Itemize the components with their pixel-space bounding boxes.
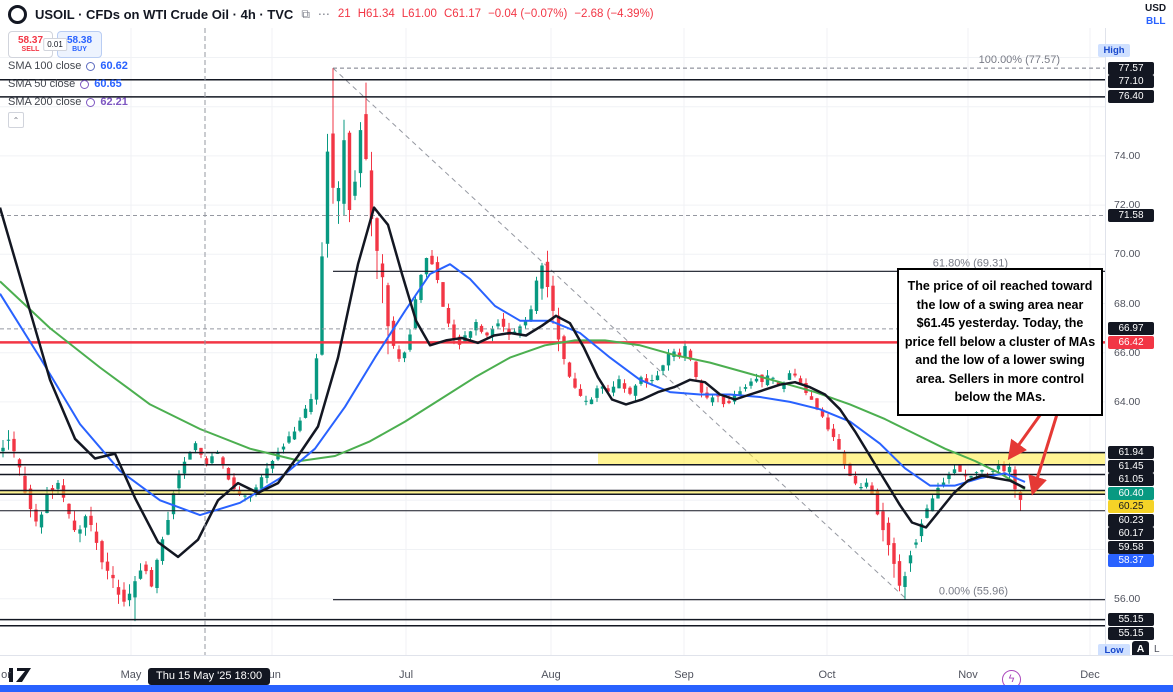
legend-collapse-button[interactable]: ⌃	[8, 112, 24, 128]
high-badge: High	[1098, 44, 1130, 57]
indicator-value: 62.21	[100, 96, 128, 108]
price-badge: 60.17	[1108, 527, 1154, 540]
indicator-row-sma-200-close[interactable]: SMA 200 close 62.21	[8, 93, 128, 111]
ohlc-readout: 21 H61.34 L61.00 C61.17 −0.04 (−0.07%) −…	[338, 8, 654, 20]
price-tick-label: 74.00	[1114, 150, 1141, 162]
price-tick-label: 66.00	[1114, 347, 1141, 359]
trade-panel: 58.37 SELL 0.01 58.38 BUY	[8, 31, 102, 58]
indicator-source-icon	[80, 79, 90, 89]
price-badge: 61.05	[1108, 473, 1154, 486]
price-tick-label: 70.00	[1114, 248, 1141, 260]
indicator-label: SMA 50 close	[8, 78, 76, 90]
ohlc-change: −0.04 (−0.07%)	[488, 8, 568, 20]
compare-icon[interactable]: ⧉	[301, 6, 310, 21]
buy-price: 58.38	[66, 35, 93, 46]
price-badge: 55.15	[1108, 627, 1154, 640]
month-label: May	[120, 669, 142, 681]
price-tick-label: 64.00	[1114, 396, 1141, 408]
more-options-icon[interactable]: ⋯	[317, 7, 330, 21]
price-badge: 60.25	[1108, 500, 1154, 513]
indicator-value: 60.65	[94, 78, 122, 90]
month-label: Nov	[958, 669, 978, 681]
price-unit-barrel: BLL	[1146, 16, 1166, 27]
ohlc-low: L61.00	[401, 8, 437, 20]
low-badge: Low	[1098, 644, 1130, 657]
buy-label: BUY	[72, 46, 87, 53]
bottom-blue-strip	[0, 685, 1173, 692]
sell-price: 58.37	[17, 35, 44, 46]
indicator-legend: SMA 100 close 60.62 SMA 50 close 60.65 SMA 2…	[8, 57, 128, 111]
month-label: Sep	[674, 669, 694, 681]
annotation-text-box[interactable]: The price of oil reached toward the low …	[897, 268, 1103, 416]
svg-text:0.00% (55.96): 0.00% (55.96)	[939, 586, 1008, 598]
fib-labels: 100.00% (77.57) 61.80% (69.31) 0.00% (55.9…	[933, 54, 1060, 598]
month-label: Dec	[1080, 669, 1100, 681]
ohlc-change-total: −2.68 (−4.39%)	[574, 8, 654, 20]
time-axis[interactable]: Thu 15 May '25 18:00 ϟ or May Jun Jul Aug Sep…	[0, 655, 1173, 689]
indicator-label: SMA 200 close	[8, 96, 82, 108]
price-unit-currency: USD	[1145, 3, 1167, 14]
ohlc-close: C61.17	[443, 8, 482, 20]
tradingview-logo[interactable]	[8, 668, 34, 682]
crosshair-time-tooltip: Thu 15 May '25 18:00	[148, 668, 271, 685]
price-badge: 71.58	[1108, 209, 1154, 222]
symbol-logo-icon	[8, 4, 27, 24]
month-label: Aug	[541, 669, 561, 681]
price-badge: 59.58	[1108, 541, 1154, 554]
price-tick-label: 68.00	[1114, 298, 1141, 310]
price-badge: 77.57	[1108, 62, 1154, 75]
svg-text:100.00% (77.57): 100.00% (77.57)	[979, 54, 1060, 66]
indicator-value: 60.62	[100, 60, 128, 72]
price-badge: 61.94	[1108, 446, 1154, 459]
price-badge: 60.23	[1108, 514, 1154, 527]
price-badge: 76.40	[1108, 90, 1154, 103]
month-label: Jul	[398, 669, 414, 681]
price-badge: 66.97	[1108, 322, 1154, 335]
spread-value: 0.01	[43, 38, 67, 51]
moving-averages	[0, 206, 1026, 559]
price-badge: 61.45	[1108, 460, 1154, 473]
symbol-title[interactable]: USOIL · CFDs on WTI Crude Oil · 4h · TVC	[35, 6, 294, 22]
price-badge: 55.15	[1108, 613, 1154, 626]
price-tick-label: 56.00	[1114, 593, 1141, 605]
auto-scale-button[interactable]: A	[1132, 641, 1149, 658]
indicator-row-sma-100-close[interactable]: SMA 100 close 60.62	[8, 57, 128, 75]
svg-text:61.80% (69.31): 61.80% (69.31)	[933, 257, 1008, 269]
indicator-source-icon	[86, 61, 96, 71]
ohlc-high: H61.34	[357, 8, 395, 20]
month-label: Oct	[818, 669, 836, 681]
chart-header: USOIL · CFDs on WTI Crude Oil · 4h · TVC…	[0, 0, 1173, 28]
fib-trendline	[332, 67, 908, 601]
indicator-source-icon	[86, 97, 96, 107]
price-badge: 66.42	[1108, 336, 1154, 349]
sell-label: SELL	[21, 46, 40, 53]
price-badge: 60.40	[1108, 487, 1154, 500]
log-scale-button[interactable]: L	[1154, 644, 1160, 655]
chart-canvas[interactable]: 100.00% (77.57) 61.80% (69.31) 0.00% (55.9…	[0, 28, 1105, 655]
candlesticks	[1, 68, 1023, 622]
price-badge: 58.37	[1108, 554, 1154, 567]
indicator-label: SMA 100 close	[8, 60, 82, 72]
price-scale[interactable]: 74.00 72.00 70.00 68.00 66.00 64.00 56.00 77.57…	[1098, 28, 1173, 670]
month-label: or	[1, 669, 11, 681]
price-tick-label: 72.00	[1114, 199, 1141, 211]
price-badge: 77.10	[1108, 75, 1154, 88]
annotation-arrows	[1007, 410, 1060, 496]
indicator-row-sma-50-close[interactable]: SMA 50 close 60.65	[8, 75, 128, 93]
ohlc-open: 21	[337, 8, 351, 20]
